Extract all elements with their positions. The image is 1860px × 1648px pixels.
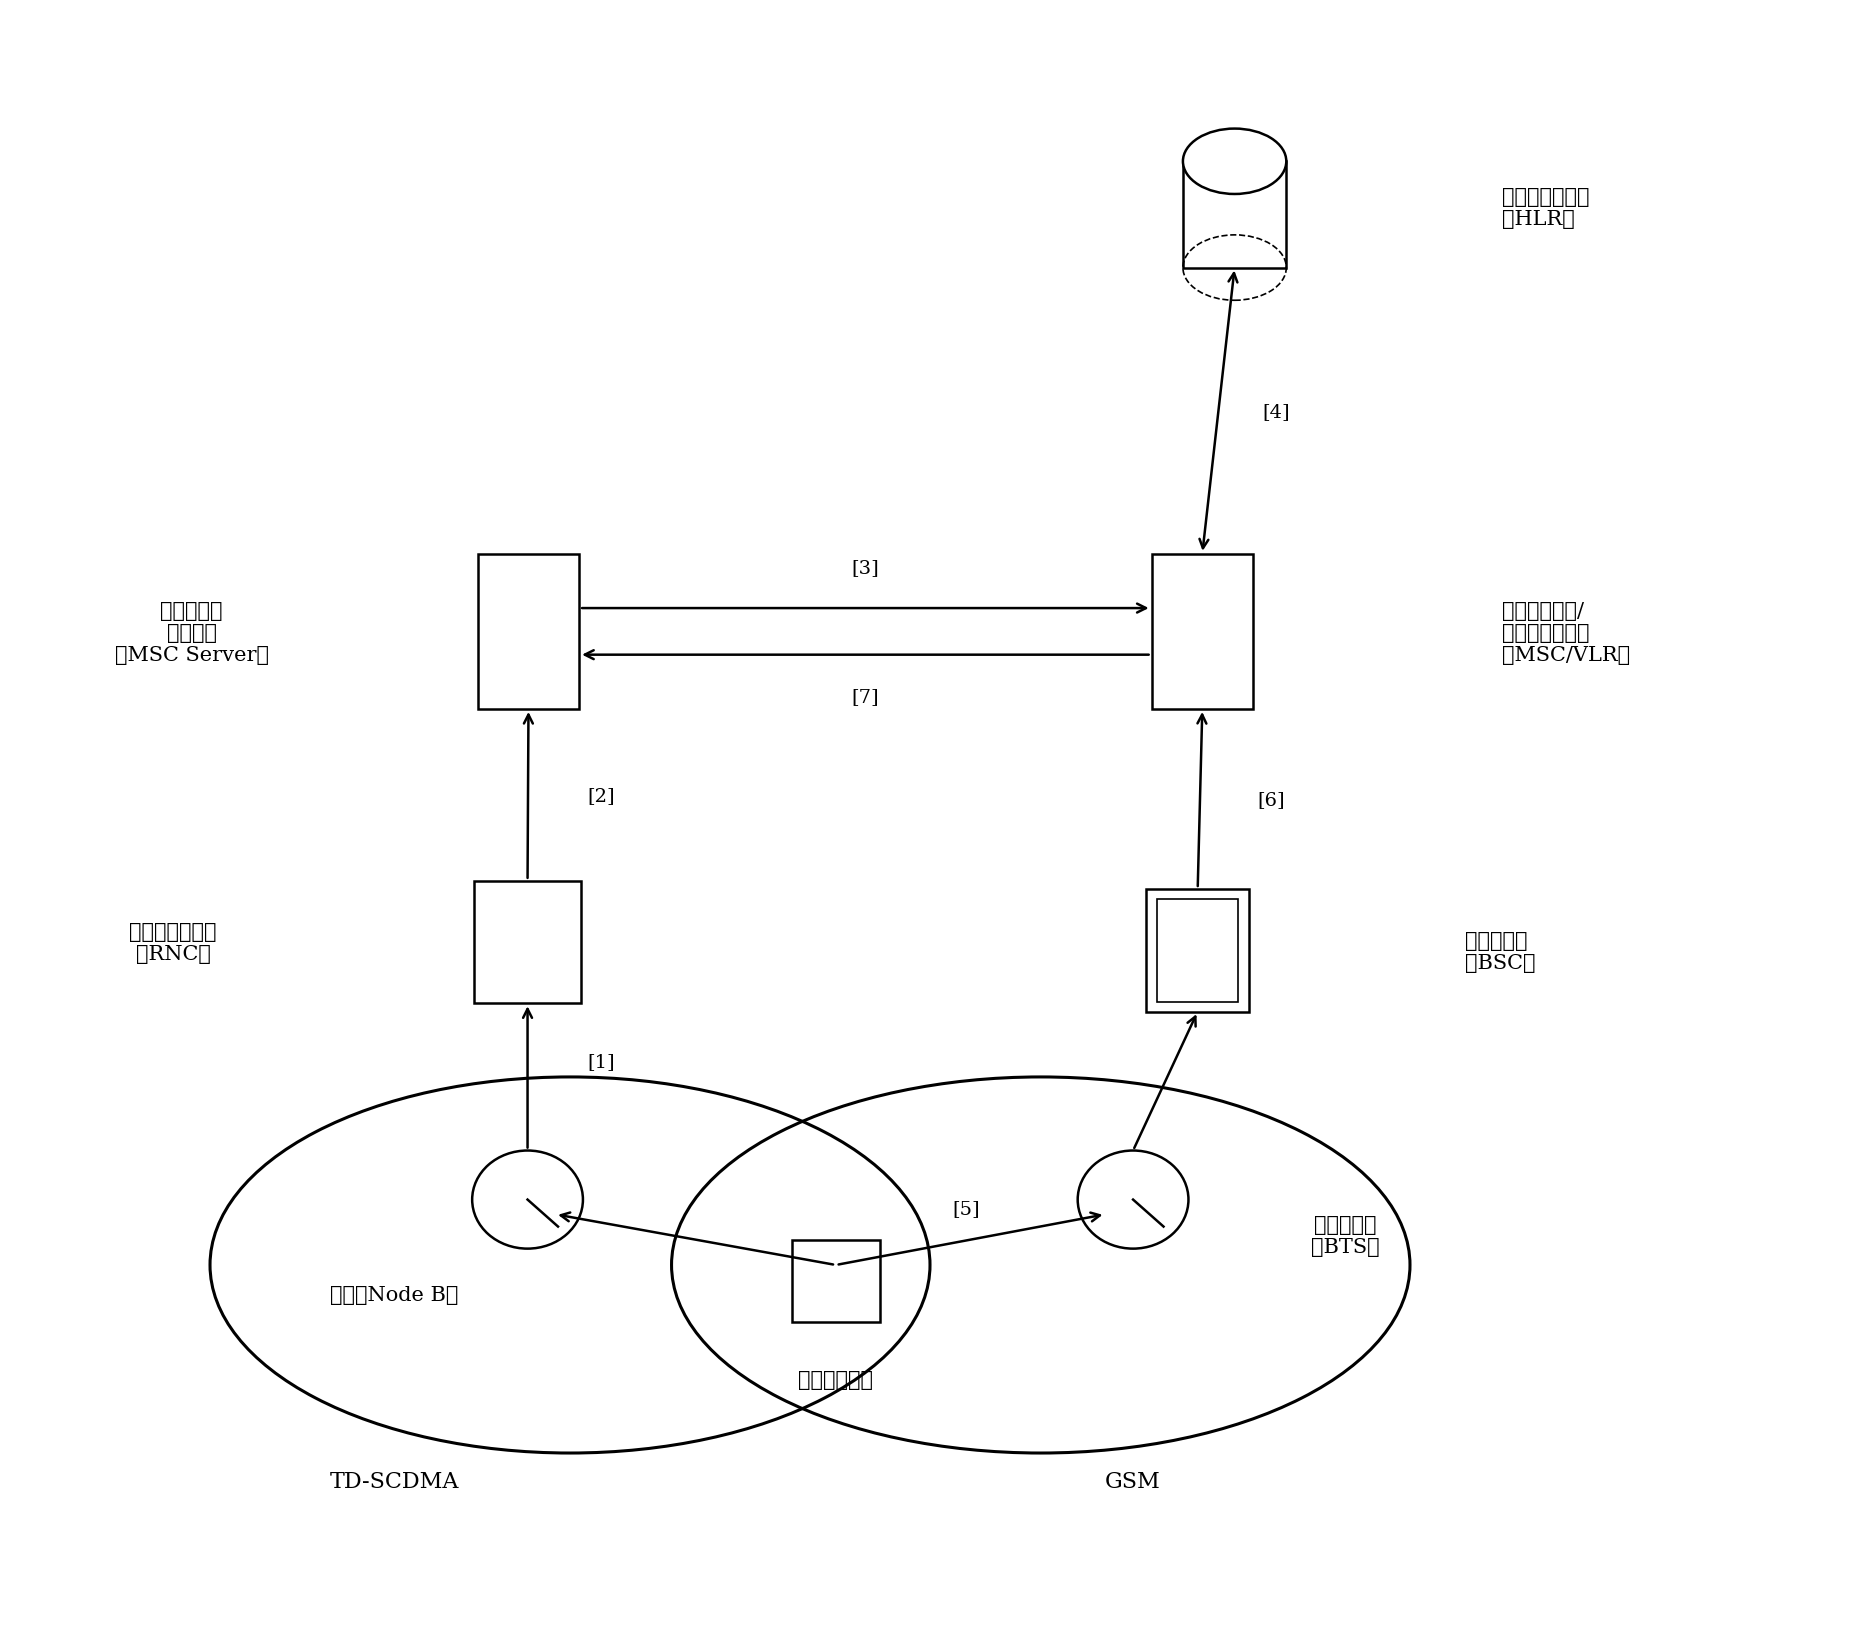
Bar [1151, 554, 1254, 710]
Text: 双模双待终端: 双模双待终端 [798, 1369, 874, 1389]
Circle shape [472, 1150, 582, 1249]
Text: [4]: [4] [1263, 402, 1291, 420]
Bar [792, 1241, 880, 1322]
Bar [1183, 162, 1287, 269]
Text: 无线网络控制器
（RNC）: 无线网络控制器 （RNC） [130, 923, 218, 964]
Bar [474, 882, 580, 1004]
Text: [7]: [7] [852, 687, 880, 705]
Ellipse shape [1183, 130, 1287, 194]
Text: 归属位置寄存器
（HLR）: 归属位置寄存器 （HLR） [1503, 188, 1590, 229]
Text: 基站控制器
（BSC）: 基站控制器 （BSC） [1466, 931, 1536, 972]
Text: [5]: [5] [952, 1200, 980, 1216]
Circle shape [1077, 1150, 1189, 1249]
Text: GSM: GSM [1105, 1470, 1161, 1491]
Text: [1]: [1] [588, 1051, 616, 1070]
Text: 移动业务中心/
访问位置寄存器
（MSC/VLR）: 移动业务中心/ 访问位置寄存器 （MSC/VLR） [1503, 602, 1631, 664]
Text: 基站收发机
（BTS）: 基站收发机 （BTS） [1311, 1215, 1380, 1256]
Bar [478, 554, 578, 710]
Text: 基站（Node B）: 基站（Node B） [331, 1285, 459, 1304]
Text: [6]: [6] [1257, 791, 1285, 809]
Bar [1146, 890, 1250, 1012]
Bar [1157, 900, 1239, 1002]
Text: 移动业务中
心服务器
（MSC Server）: 移动业务中 心服务器 （MSC Server） [115, 602, 268, 664]
Text: [3]: [3] [852, 559, 880, 577]
Text: [2]: [2] [588, 786, 616, 804]
Text: TD-SCDMA: TD-SCDMA [329, 1470, 459, 1491]
